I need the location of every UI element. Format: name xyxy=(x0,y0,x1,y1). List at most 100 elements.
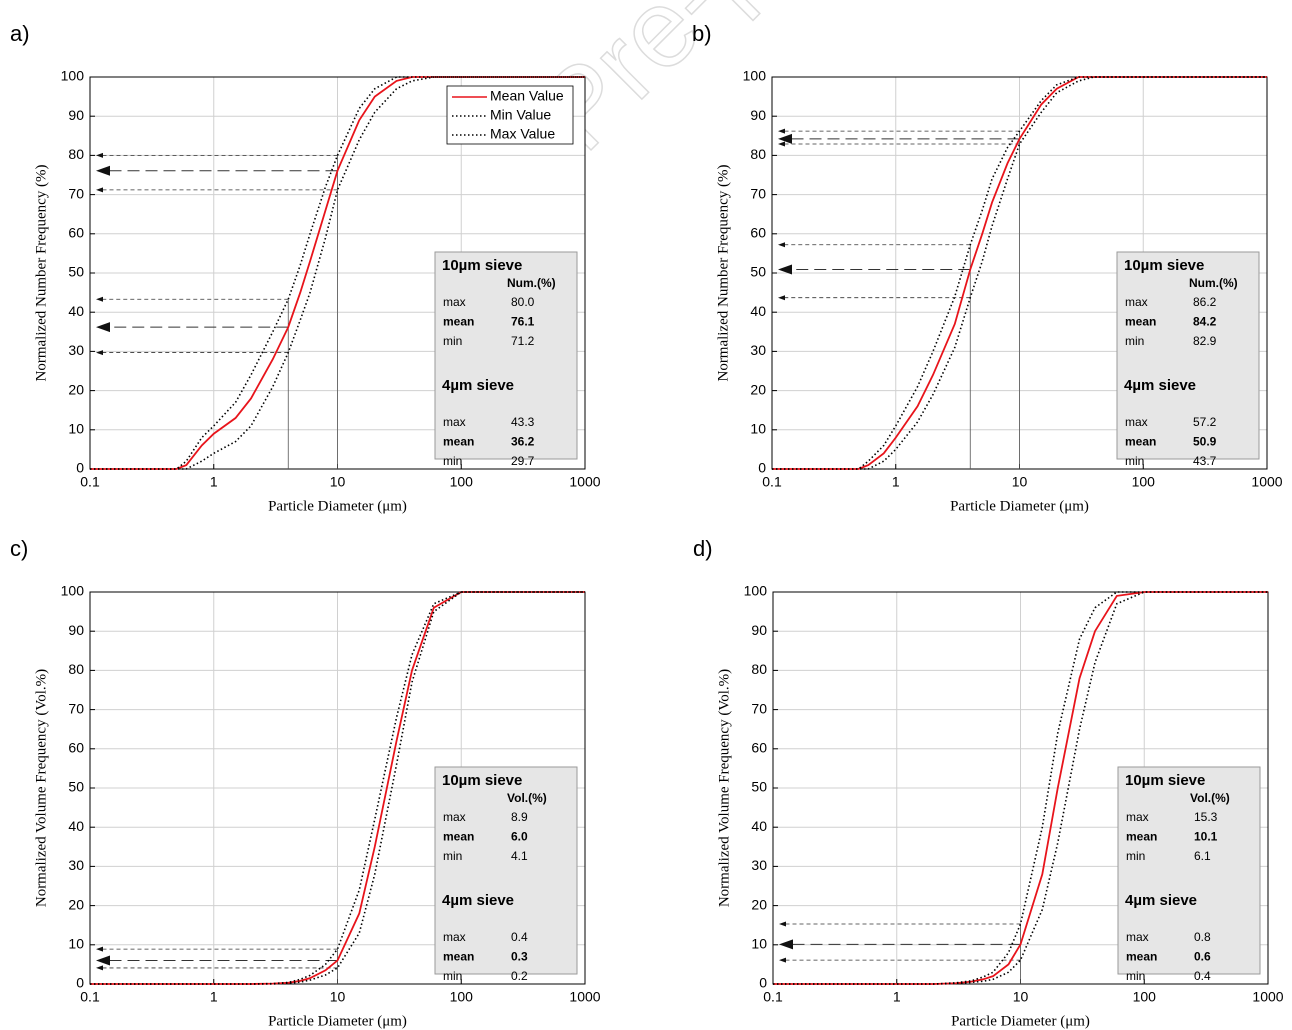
y-tick-label: 80 xyxy=(750,146,766,162)
y-tick-label: 100 xyxy=(744,583,768,599)
x-tick-label: 10 xyxy=(1013,989,1029,1005)
row-label: mean xyxy=(443,830,474,844)
arrow-head xyxy=(96,946,103,952)
panel-label: c) xyxy=(10,536,28,561)
x-tick-label: 1000 xyxy=(569,474,600,490)
column-header: Num.(%) xyxy=(507,276,556,290)
row-value: 86.2 xyxy=(1193,295,1217,309)
row-label: max xyxy=(1126,810,1149,824)
x-axis-label: Particle Diameter (μm) xyxy=(950,498,1089,514)
x-tick-label: 10 xyxy=(330,989,346,1005)
y-axis-label: Normalized Number Frequency (%) xyxy=(33,164,49,381)
arrow-head xyxy=(96,187,103,193)
column-header: Vol.(%) xyxy=(507,791,547,805)
series-line xyxy=(773,591,1268,985)
row-value: 8.9 xyxy=(511,810,528,824)
y-tick-label: 100 xyxy=(61,68,85,84)
x-tick-label: 0.1 xyxy=(80,474,100,490)
y-tick-label: 40 xyxy=(751,818,767,834)
row-label: max xyxy=(1125,295,1148,309)
row-label: max xyxy=(1126,930,1149,944)
row-value: 57.2 xyxy=(1193,415,1217,429)
y-tick-label: 10 xyxy=(68,936,84,952)
y-tick-label: 20 xyxy=(751,896,767,912)
series-line xyxy=(90,76,585,470)
panel-label: d) xyxy=(693,536,713,561)
row-value: 0.4 xyxy=(511,930,528,944)
row-value: 0.8 xyxy=(1194,930,1211,944)
y-tick-label: 50 xyxy=(68,779,84,795)
x-tick-label: 0.1 xyxy=(80,989,100,1005)
row-label: min xyxy=(443,334,462,348)
info-box xyxy=(1116,251,1260,460)
y-tick-label: 80 xyxy=(68,146,84,162)
x-tick-label: 0.1 xyxy=(762,474,782,490)
y-tick-label: 10 xyxy=(750,421,766,437)
row-value: 29.7 xyxy=(511,454,535,468)
arrow-head xyxy=(778,295,785,301)
series-line xyxy=(773,591,1268,985)
y-tick-label: 100 xyxy=(743,68,767,84)
row-label: mean xyxy=(1125,435,1156,449)
x-axis-label: Particle Diameter (μm) xyxy=(951,1013,1090,1029)
y-tick-label: 30 xyxy=(751,857,767,873)
row-value: 84.2 xyxy=(1193,315,1217,329)
series-line xyxy=(90,76,585,470)
y-tick-label: 30 xyxy=(68,342,84,358)
y-tick-label: 10 xyxy=(68,421,84,437)
sieve-title: 4µm sieve xyxy=(1124,377,1196,394)
series-line xyxy=(90,591,585,985)
row-value: 82.9 xyxy=(1193,334,1217,348)
row-value: 36.2 xyxy=(511,435,535,449)
arrow-head xyxy=(778,264,792,275)
x-tick-label: 1 xyxy=(210,989,218,1005)
arrow-head xyxy=(96,955,110,966)
x-tick-label: 1 xyxy=(892,474,900,490)
arrow-head xyxy=(96,322,110,333)
y-tick-label: 30 xyxy=(68,857,84,873)
column-header: Vol.(%) xyxy=(1190,791,1230,805)
row-value: 80.0 xyxy=(511,295,535,309)
series-line xyxy=(90,591,585,985)
panel-label: b) xyxy=(692,21,712,46)
y-tick-label: 50 xyxy=(750,264,766,280)
x-tick-label: 100 xyxy=(450,989,474,1005)
arrow-head xyxy=(96,296,103,302)
row-label: max xyxy=(443,295,466,309)
y-tick-label: 90 xyxy=(68,622,84,638)
arrow-head xyxy=(778,242,785,248)
y-tick-label: 40 xyxy=(68,818,84,834)
row-value: 0.2 xyxy=(511,969,528,983)
legend-label: Mean Value xyxy=(490,88,564,104)
y-tick-label: 10 xyxy=(751,936,767,952)
y-tick-label: 30 xyxy=(750,342,766,358)
arrow-head xyxy=(778,141,785,147)
y-tick-label: 90 xyxy=(68,107,84,123)
y-tick-label: 40 xyxy=(750,303,766,319)
row-value: 43.7 xyxy=(1193,454,1217,468)
row-value: 50.9 xyxy=(1193,435,1217,449)
row-label: min xyxy=(1126,849,1145,863)
y-tick-label: 0 xyxy=(76,460,84,476)
row-label: min xyxy=(1125,454,1144,468)
arrow-head xyxy=(778,128,785,134)
y-tick-label: 70 xyxy=(68,700,84,716)
column-header: Num.(%) xyxy=(1189,276,1238,290)
x-tick-label: 1000 xyxy=(569,989,600,1005)
arrow-head xyxy=(96,165,110,176)
y-tick-label: 20 xyxy=(68,381,84,397)
y-tick-label: 50 xyxy=(68,264,84,280)
arrow-head xyxy=(96,152,103,158)
x-tick-label: 1 xyxy=(893,989,901,1005)
row-label: max xyxy=(1125,415,1148,429)
y-tick-label: 70 xyxy=(68,185,84,201)
x-tick-label: 100 xyxy=(450,474,474,490)
x-tick-label: 100 xyxy=(1133,989,1157,1005)
row-label: mean xyxy=(1126,830,1157,844)
sieve-title: 10µm sieve xyxy=(442,772,522,789)
row-value: 76.1 xyxy=(511,315,535,329)
info-box xyxy=(434,766,578,975)
row-value: 15.3 xyxy=(1194,810,1218,824)
y-tick-label: 0 xyxy=(758,460,766,476)
x-tick-label: 1000 xyxy=(1251,474,1282,490)
